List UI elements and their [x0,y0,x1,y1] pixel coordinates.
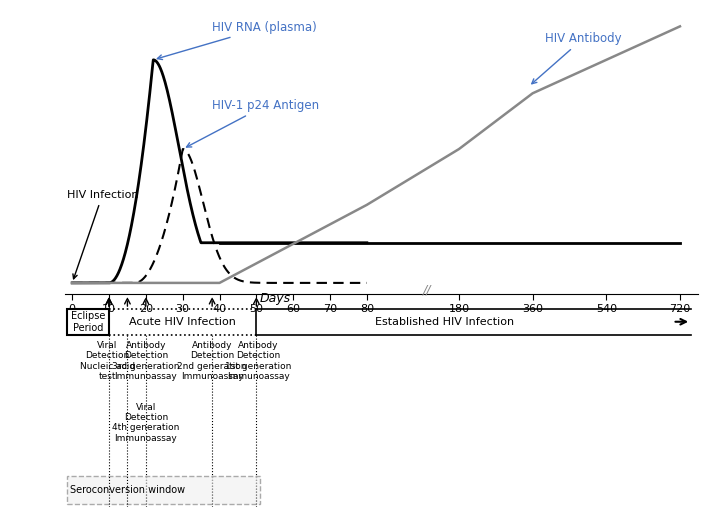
Bar [67,309,109,335]
Text: Antibody
Detection
3rd generation
Immunoassay: Antibody Detection 3rd generation Immuno… [112,341,179,381]
Text: Viral
Detection
Nucleic acid
test: Viral Detection Nucleic acid test [80,341,135,381]
Text: HIV Infection: HIV Infection [67,190,138,279]
Text: Seroconversion window: Seroconversion window [71,485,186,495]
Text: //: // [423,283,432,296]
Text: Eclipse
Period: Eclipse Period [71,311,105,333]
Text: Acute HIV Infection: Acute HIV Infection [130,317,236,327]
Text: Viral
Detection
4th generation
Immunoassay: Viral Detection 4th generation Immunoass… [112,403,179,443]
Bar [67,476,260,504]
Text: HIV RNA (plasma): HIV RNA (plasma) [158,21,317,59]
Text: Antibody
Detection
1st generation
Immunoassay: Antibody Detection 1st generation Immuno… [225,341,292,381]
Text: Days: Days [260,292,291,305]
Text: Established HIV Infection: Established HIV Infection [374,317,514,327]
Text: Antibody
Detection
2nd generation
Immunoassay: Antibody Detection 2nd generation Immuno… [177,341,247,381]
Text: HIV-1 p24 Antigen: HIV-1 p24 Antigen [186,99,319,147]
Text: HIV Antibody: HIV Antibody [532,32,621,84]
